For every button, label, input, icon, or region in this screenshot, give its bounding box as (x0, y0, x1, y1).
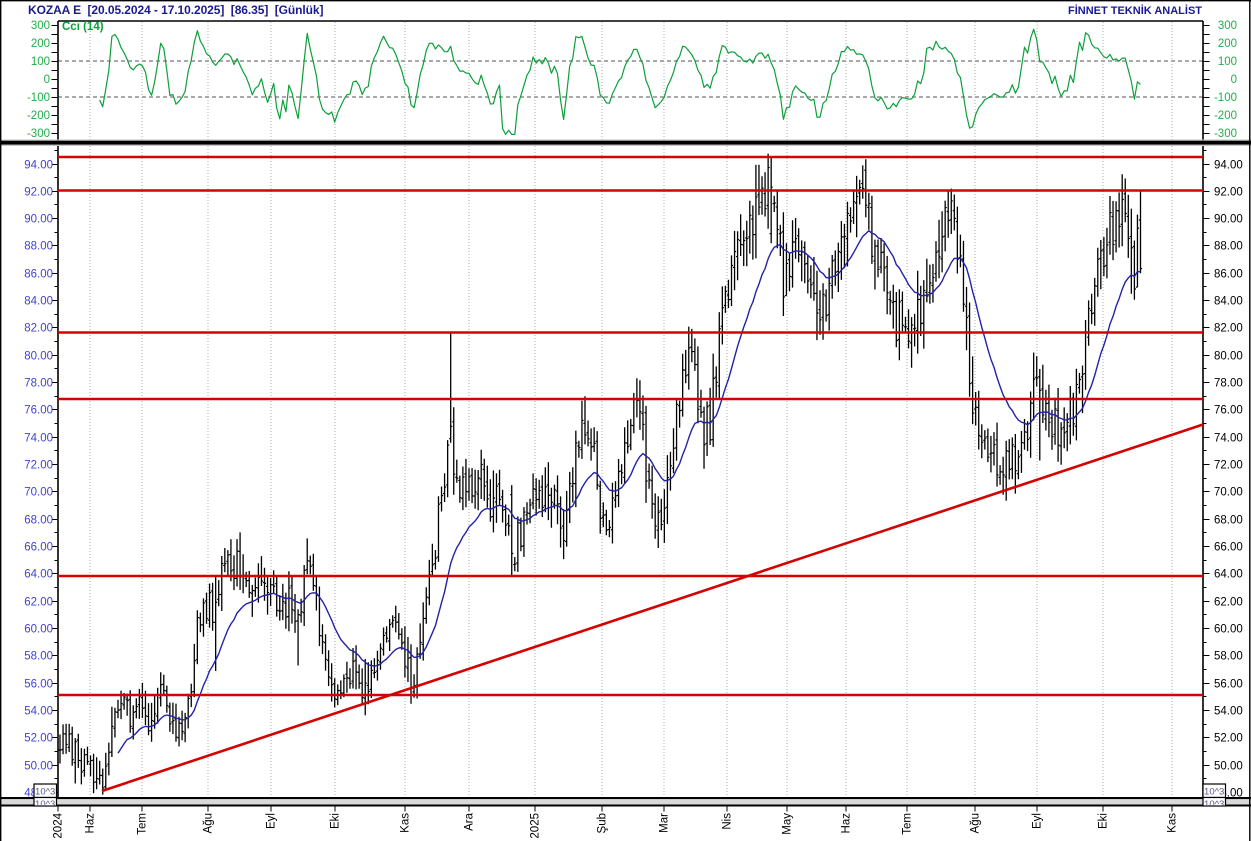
svg-text:300: 300 (31, 20, 50, 32)
svg-text:Ağu: Ağu (203, 813, 215, 833)
svg-text:78.00: 78.00 (1214, 378, 1243, 390)
svg-text:82.00: 82.00 (24, 323, 53, 335)
svg-text:84.00: 84.00 (24, 296, 53, 308)
svg-text:56.00: 56.00 (24, 679, 53, 691)
svg-text:Haz: Haz (841, 813, 853, 834)
svg-text:-200: -200 (1214, 110, 1237, 122)
svg-text:68.00: 68.00 (1214, 515, 1243, 527)
svg-text:Mar: Mar (659, 813, 671, 833)
svg-text:90.00: 90.00 (1214, 214, 1243, 226)
svg-text:2025: 2025 (530, 813, 542, 839)
svg-text:64.00: 64.00 (24, 569, 53, 581)
svg-text:10^3: 10^3 (1204, 787, 1224, 798)
svg-text:0: 0 (44, 74, 50, 86)
svg-text:Tem: Tem (137, 813, 149, 835)
svg-text:64.00: 64.00 (1214, 569, 1243, 581)
svg-text:Cci (14): Cci (14) (62, 21, 104, 33)
svg-text:Şub: Şub (597, 813, 609, 833)
svg-text:-300: -300 (27, 128, 50, 140)
svg-text:84.00: 84.00 (1214, 296, 1243, 308)
svg-text:70.00: 70.00 (1214, 487, 1243, 499)
svg-text:300: 300 (1218, 20, 1237, 32)
svg-text:-100: -100 (1214, 92, 1237, 104)
svg-text:82.00: 82.00 (1214, 323, 1243, 335)
svg-text:Nis: Nis (722, 813, 734, 830)
svg-text:92.00: 92.00 (24, 187, 53, 199)
svg-text:72.00: 72.00 (1214, 460, 1243, 472)
svg-text:74.00: 74.00 (24, 433, 53, 445)
svg-text:-300: -300 (1214, 128, 1237, 140)
svg-text:-200: -200 (27, 110, 50, 122)
svg-text:62.00: 62.00 (1214, 597, 1243, 609)
svg-text:90.00: 90.00 (24, 214, 53, 226)
svg-text:Eki: Eki (330, 813, 342, 829)
svg-text:FİNNET TEKNİK ANALİST: FİNNET TEKNİK ANALİST (1068, 4, 1202, 17)
svg-text:Ağu: Ağu (970, 813, 982, 833)
svg-text:58.00: 58.00 (24, 651, 53, 663)
svg-text:86.00: 86.00 (1214, 269, 1243, 281)
svg-text:10^3: 10^3 (35, 787, 55, 798)
svg-text:78.00: 78.00 (24, 378, 53, 390)
svg-text:66.00: 66.00 (24, 542, 53, 554)
svg-text:94.00: 94.00 (1214, 160, 1243, 172)
svg-text:88.00: 88.00 (1214, 241, 1243, 253)
svg-text:KOZAA E [20.05.2024 - 17.10.2: KOZAA E [20.05.2024 - 17.10.2025] [86.35… (28, 3, 324, 17)
svg-text:80.00: 80.00 (1214, 351, 1243, 363)
svg-text:200: 200 (31, 38, 50, 50)
svg-text:0: 0 (1231, 74, 1237, 86)
svg-text:100: 100 (31, 56, 50, 68)
svg-text:54.00: 54.00 (1214, 706, 1243, 718)
svg-text:76.00: 76.00 (24, 405, 53, 417)
svg-text:94.00: 94.00 (24, 160, 53, 172)
svg-text:54.00: 54.00 (24, 706, 53, 718)
svg-text:52.00: 52.00 (24, 733, 53, 745)
svg-text:68.00: 68.00 (24, 515, 53, 527)
svg-text:92.00: 92.00 (1214, 187, 1243, 199)
svg-text:-100: -100 (27, 92, 50, 104)
svg-text:100: 100 (1218, 56, 1237, 68)
svg-text:88.00: 88.00 (24, 241, 53, 253)
svg-text:80.00: 80.00 (24, 351, 53, 363)
svg-text:10^3: 10^3 (1204, 799, 1224, 810)
svg-text:76.00: 76.00 (1214, 405, 1243, 417)
svg-text:62.00: 62.00 (24, 597, 53, 609)
svg-text:Eki: Eki (1098, 813, 1110, 829)
svg-text:Tem: Tem (902, 813, 914, 835)
svg-text:Haz: Haz (85, 813, 97, 834)
svg-text:200: 200 (1218, 38, 1237, 50)
svg-text:70.00: 70.00 (24, 487, 53, 499)
svg-text:10^3: 10^3 (35, 799, 55, 810)
svg-text:56.00: 56.00 (1214, 679, 1243, 691)
svg-text:Kas: Kas (1167, 813, 1179, 833)
svg-text:Ara: Ara (464, 812, 476, 831)
svg-text:2024: 2024 (53, 812, 65, 838)
svg-text:60.00: 60.00 (24, 624, 53, 636)
svg-text:72.00: 72.00 (24, 460, 53, 472)
svg-text:74.00: 74.00 (1214, 433, 1243, 445)
svg-text:60.00: 60.00 (1214, 624, 1243, 636)
svg-text:86.00: 86.00 (24, 269, 53, 281)
svg-text:58.00: 58.00 (1214, 651, 1243, 663)
svg-text:Eyl: Eyl (266, 813, 278, 829)
svg-text:66.00: 66.00 (1214, 542, 1243, 554)
svg-text:50.00: 50.00 (24, 761, 53, 773)
svg-text:Kas: Kas (400, 813, 412, 833)
svg-text:52.00: 52.00 (1214, 733, 1243, 745)
svg-text:May: May (782, 813, 794, 835)
svg-text:Eyl: Eyl (1032, 813, 1044, 829)
svg-text:50.00: 50.00 (1214, 761, 1243, 773)
